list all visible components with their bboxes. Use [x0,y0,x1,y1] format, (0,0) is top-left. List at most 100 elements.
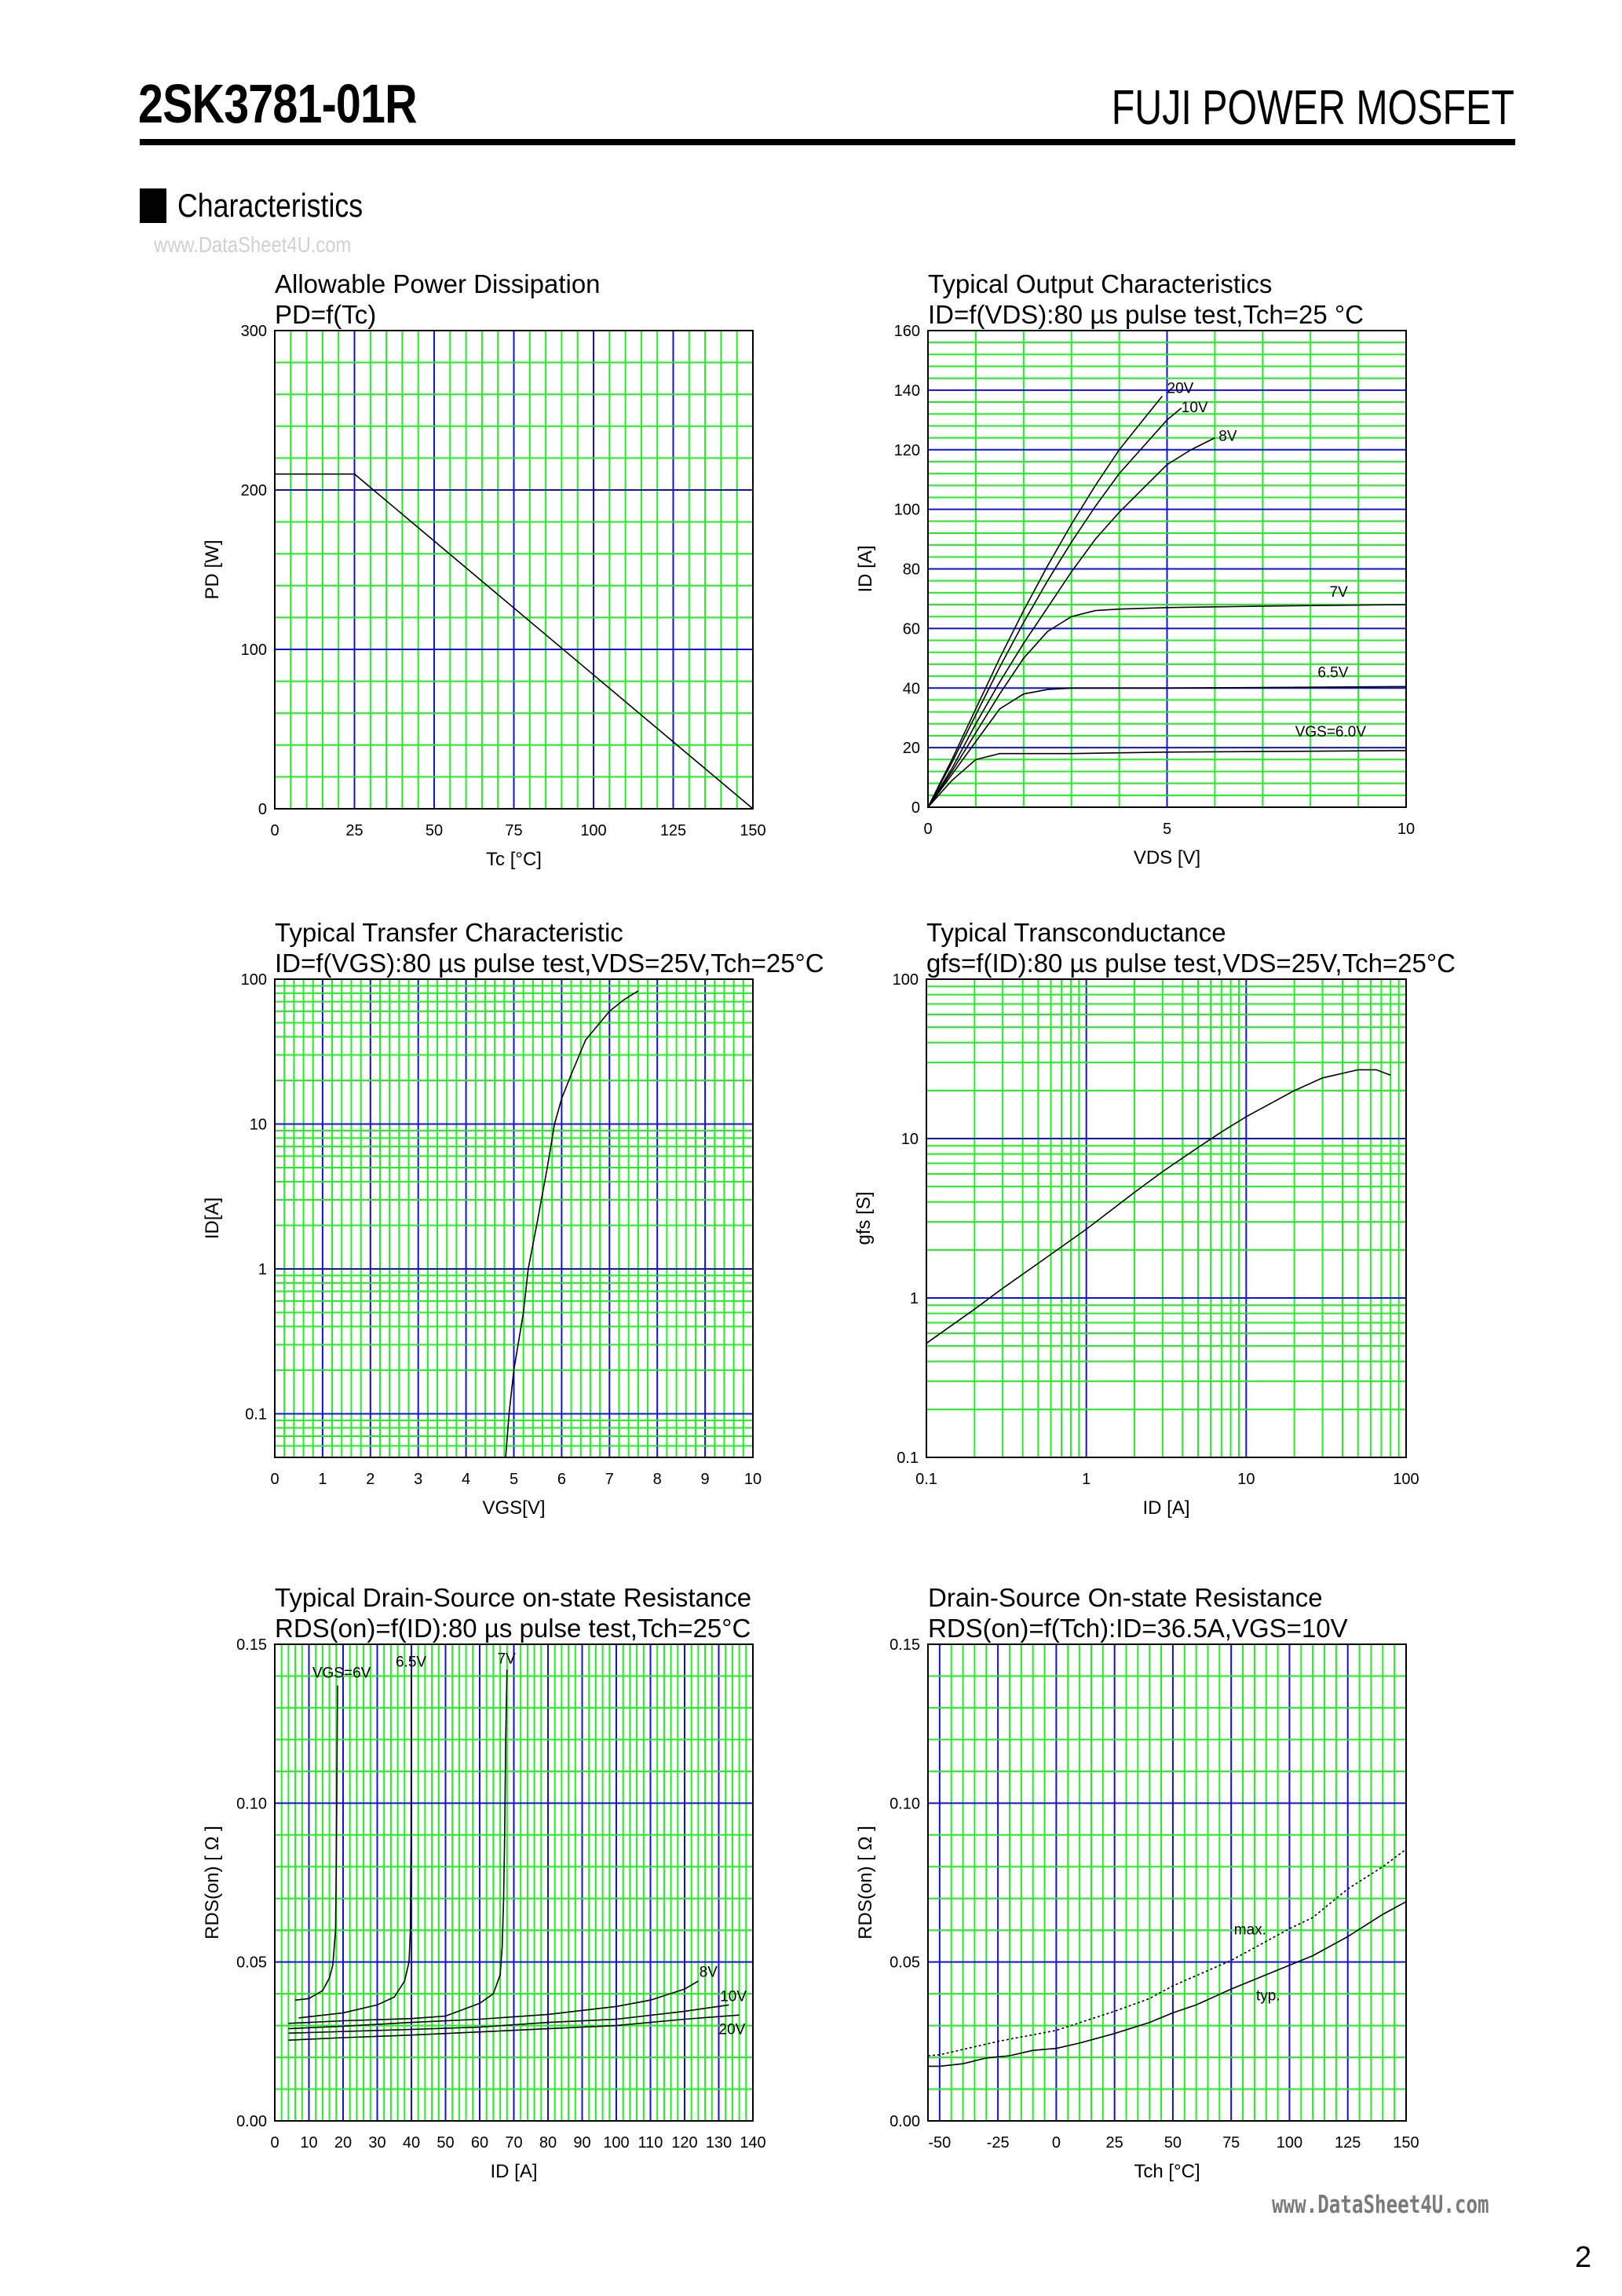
y-tick-label: 40 [903,680,920,697]
curve-label: 8V [700,1965,718,1981]
curve-label: max. [1234,1921,1266,1938]
series-line-20v [927,395,1164,808]
x-tick-label: 0 [270,822,279,839]
curve-label: 20V [719,2022,746,2038]
chart-transfer-characteristic: Typical Transfer CharacteristicID=f(VGS)… [202,918,824,1519]
x-tick-label: 130 [706,2134,732,2152]
x-tick-label: 70 [505,2134,522,2152]
x-tick-label: 0.1 [915,1471,937,1488]
x-tick-label: 0 [923,821,932,838]
x-tick-label: 50 [1164,2134,1182,2152]
x-tick-label: 5 [1163,821,1171,838]
x-tick-label: 1 [318,1471,327,1488]
series-line-vgs-6-0v [927,750,1407,808]
watermark-top: www.DataSheet4U.com [154,232,352,257]
x-tick-label: 100 [1277,2134,1302,2152]
x-tick-label: 25 [345,822,363,839]
curve-label: typ. [1256,1988,1280,2005]
y-tick-label: 0.15 [890,1636,920,1654]
x-tick-label: 150 [1393,2134,1419,2152]
y-axis-label: RDS(on) [ Ω ] [202,1826,223,1940]
x-tick-label: 50 [437,2134,454,2152]
x-tick-label: 10 [300,2134,317,2152]
series-line-7v [927,604,1407,808]
grid [274,1643,754,2122]
chart-subtitle: PD=f(Tc) [275,300,376,329]
series-line-typ- [928,1901,1407,2067]
series-line-8v [927,437,1215,808]
curve-label: 8V [1218,428,1237,444]
x-tick-label: 6 [557,1471,566,1488]
y-tick-label: 80 [903,561,920,579]
chart-subtitle: ID=f(VDS):80 µs pulse test,Tch=25 °C [928,300,1364,329]
curve-label: 10V [720,1988,747,2005]
x-tick-label: 3 [414,1471,422,1488]
x-tick-label: 10 [744,1471,762,1488]
curve-label: 7V [1330,584,1349,601]
y-tick-label: 0.10 [890,1795,920,1812]
y-tick-label: 0.05 [236,1954,267,1972]
section-title: Characteristics [177,187,363,224]
series-line-0 [275,473,754,810]
curve-label: 6.5V [1317,665,1348,682]
curve-label: 7V [498,1651,517,1667]
y-tick-label: 100 [241,642,267,659]
y-axis-label: RDS(on) [ Ω ] [855,1826,876,1940]
x-tick-label: 100 [603,2134,629,2152]
curve-label: VGS=6.0V [1295,724,1367,740]
plot-frame [927,330,1407,808]
series-line-0 [926,1069,1391,1344]
curve-label: 10V [1182,400,1208,416]
header-rule [140,139,1515,145]
y-axis-label: ID [A] [855,545,876,592]
y-tick-label: 0 [258,801,267,818]
y-tick-label: 0.00 [890,2113,920,2130]
series-line-6-5v [298,1669,412,2019]
chart-title: Typical Drain-Source on-state Resistance [275,1583,751,1612]
y-tick-label: 100 [893,971,919,989]
curve-label: 20V [1167,381,1194,397]
chart-title: Typical Output Characteristics [928,269,1272,298]
y-axis-label: ID[A] [202,1197,223,1239]
watermark-bottom: www.DataSheet4U.com [1272,2191,1489,2219]
chart-rds-vs-id: Typical Drain-Source on-state Resistance… [202,1583,766,2182]
plot-frame [274,1643,754,2122]
x-tick-label: 0 [270,1471,279,1488]
x-tick-label: -25 [987,2134,1010,2152]
series-line-0 [505,990,639,1458]
x-tick-label: 4 [462,1471,470,1488]
x-tick-label: 90 [573,2134,590,2152]
page-number: 2 [1575,2241,1592,2274]
section-square-icon [140,188,166,223]
grid [274,330,754,810]
x-tick-label: 110 [638,2134,663,2152]
series-line-max- [927,1848,1407,2057]
chart-title: Allowable Power Dissipation [275,269,601,298]
x-tick-label: 100 [580,822,606,839]
x-tick-label: 0 [1052,2134,1061,2152]
x-tick-label: 50 [426,822,443,839]
series-line-10v [288,2004,729,2035]
plot-frame [927,1643,1407,2122]
plot-frame [274,978,754,1458]
chart-title: Typical Transfer Characteristic [275,918,623,947]
chart-subtitle: gfs=f(ID):80 µs pulse test,VDS=25V,Tch=2… [926,949,1456,978]
series-line-8v [288,1980,699,2030]
series-line-10v [927,407,1182,808]
chart-subtitle: RDS(on)=f(Tch):ID=36.5A,VGS=10V [928,1614,1348,1643]
grid [274,978,754,1458]
y-axis-label: gfs [S] [853,1191,875,1245]
x-tick-label: 25 [1106,2134,1123,2152]
part-number-title: 2SK3781-01R [138,73,418,134]
x-tick-label: 7 [605,1471,614,1488]
x-axis-label: VGS[V] [482,1497,545,1519]
y-tick-label: 140 [894,382,920,400]
x-tick-label: 20 [334,2134,352,2152]
y-tick-label: 0.15 [236,1636,267,1654]
x-tick-label: 125 [660,822,686,839]
y-tick-label: 0.1 [245,1406,267,1423]
y-tick-label: 1 [910,1290,919,1307]
